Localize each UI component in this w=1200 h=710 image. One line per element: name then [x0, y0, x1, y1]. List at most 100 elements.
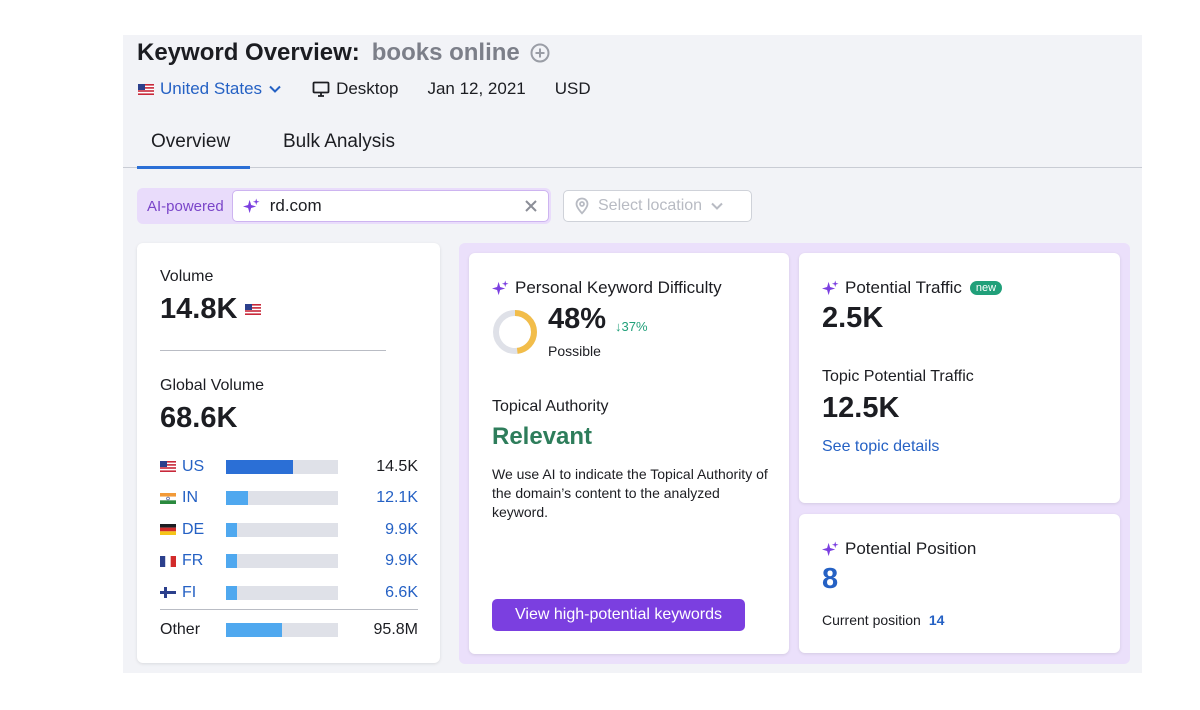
ai-sparkle-icon — [822, 540, 839, 556]
country-code: FI — [182, 583, 197, 601]
topical-authority-description: We use AI to indicate the Topical Author… — [492, 466, 768, 520]
volume-bar — [226, 459, 338, 474]
potential-traffic-card: Potential Traffic new 2.5K Topic Potenti… — [799, 253, 1120, 503]
country-volume[interactable]: 9.9K — [385, 552, 418, 570]
country-code: DE — [182, 520, 205, 538]
tab-bar: Overview Bulk Analysis — [123, 125, 1142, 169]
country-row-other: Other 95.8M — [160, 615, 418, 647]
country-volume[interactable]: 6.6K — [385, 583, 418, 601]
topic-potential-traffic-value: 12.5K — [822, 392, 900, 424]
add-keyword-icon[interactable] — [530, 43, 550, 63]
topic-potential-traffic-label: Topic Potential Traffic — [822, 368, 974, 385]
date-label: Jan 12, 2021 — [427, 79, 526, 98]
current-position-value[interactable]: 14 — [928, 612, 945, 628]
other-volume: 95.8M — [373, 621, 418, 639]
pkd-title: Personal Keyword Difficulty — [515, 278, 722, 297]
difficulty-status: Possible — [548, 343, 601, 359]
location-pin-icon — [575, 197, 589, 215]
potential-traffic-value: 2.5K — [822, 302, 884, 334]
potential-position-title: Potential Position — [845, 539, 977, 558]
country-volume[interactable]: 9.9K — [385, 520, 418, 538]
country-row-fr[interactable]: FR 9.9K — [160, 546, 418, 578]
difficulty-percent: 48% — [548, 303, 607, 335]
ai-sparkle-icon — [492, 279, 509, 295]
country-row-fi[interactable]: FI 6.6K — [160, 577, 418, 609]
global-volume-label: Global Volume — [160, 377, 265, 394]
us-flag-icon — [138, 83, 154, 95]
potential-position-header: Potential Position — [822, 539, 976, 559]
country-row-us[interactable]: US 14.5K — [160, 451, 418, 483]
ai-domain-filter: AI-powered rd.com — [137, 188, 551, 224]
volume-bar-fill — [226, 585, 238, 600]
tab-bulk-analysis[interactable]: Bulk Analysis — [283, 131, 395, 152]
volume-label: Volume — [160, 268, 214, 285]
keyword-title: books online — [371, 39, 520, 66]
country-row-in[interactable]: IN 12.1K — [160, 483, 418, 515]
device-label: Desktop — [336, 79, 399, 98]
country-selector[interactable]: United States — [138, 79, 282, 99]
volume-bar — [226, 491, 338, 506]
de-flag-icon — [160, 524, 176, 536]
us-flag-icon — [245, 304, 262, 315]
volume-bar — [226, 585, 338, 600]
filter-row: AI-powered rd.com Select location — [137, 188, 752, 224]
global-volume-value: 68.6K — [160, 402, 238, 434]
volume-value-row: 14.8K — [160, 293, 262, 326]
other-label: Other — [160, 621, 201, 639]
divider — [160, 350, 386, 351]
volume-bar — [226, 623, 338, 638]
volume-bar — [226, 554, 338, 569]
currency-label: USD — [554, 79, 591, 98]
see-topic-details-link[interactable]: See topic details — [822, 438, 940, 455]
country-volume: 14.5K — [376, 457, 418, 475]
volume-card: Volume 14.8K Global Volume 68.6K — [137, 243, 440, 663]
title-row: Keyword Overview: books online — [137, 39, 550, 67]
chevron-down-icon — [711, 202, 723, 210]
current-position-row: Current position 14 — [822, 612, 944, 628]
pkd-header: Personal Keyword Difficulty — [492, 278, 722, 298]
volume-bar — [226, 522, 338, 537]
difficulty-donut-arc — [493, 310, 537, 354]
volume-bar-fill — [226, 491, 249, 506]
country-code: IN — [182, 489, 198, 507]
volume-bar-fill — [226, 522, 238, 537]
current-position-label: Current position — [822, 612, 921, 628]
clear-icon[interactable] — [524, 199, 538, 213]
chevron-down-icon — [269, 85, 281, 93]
location-select[interactable]: Select location — [563, 190, 752, 222]
potential-traffic-header: Potential Traffic new — [822, 278, 1003, 298]
page-title: Keyword Overview: — [137, 39, 360, 66]
in-flag-icon — [160, 492, 176, 504]
domain-value: rd.com — [269, 196, 322, 215]
pkd-card: Personal Keyword Difficulty 48% ↓37% Pos… — [469, 253, 789, 654]
volume-bar-fill — [226, 554, 238, 569]
volume-bar-fill — [226, 459, 294, 474]
country-volume-list: US 14.5K IN 12.1K — [160, 451, 418, 646]
fr-flag-icon — [160, 555, 176, 567]
device-indicator: Desktop — [312, 79, 398, 99]
potential-traffic-title: Potential Traffic — [845, 278, 962, 297]
potential-position-card: Potential Position 8 Current position 14 — [799, 514, 1120, 653]
country-volume[interactable]: 12.1K — [376, 489, 418, 507]
difficulty-donut — [493, 310, 537, 354]
location-placeholder: Select location — [598, 197, 703, 214]
divider — [160, 608, 418, 610]
fi-flag-icon — [160, 587, 176, 599]
ai-sparkle-icon — [822, 279, 839, 295]
view-high-potential-keywords-button[interactable]: View high-potential keywords — [492, 599, 745, 631]
difficulty-delta: ↓37% — [615, 319, 648, 334]
volume-value: 14.8K — [160, 293, 238, 325]
us-flag-icon — [160, 461, 176, 473]
desktop-icon — [312, 81, 330, 97]
new-badge: new — [969, 281, 1003, 295]
meta-row: United States Desktop Jan 12, 2021 USD — [138, 79, 591, 99]
tab-overview[interactable]: Overview — [137, 131, 250, 169]
country-code: US — [182, 457, 205, 475]
ai-powered-label: AI-powered — [147, 197, 224, 215]
ai-sparkle-icon — [242, 197, 260, 213]
domain-input[interactable]: rd.com — [231, 190, 549, 222]
topical-authority-value: Relevant — [492, 423, 593, 450]
potential-position-value: 8 — [822, 563, 839, 595]
country-row-de[interactable]: DE 9.9K — [160, 514, 418, 546]
keyword-overview-app: Keyword Overview: books online United St… — [123, 35, 1142, 673]
